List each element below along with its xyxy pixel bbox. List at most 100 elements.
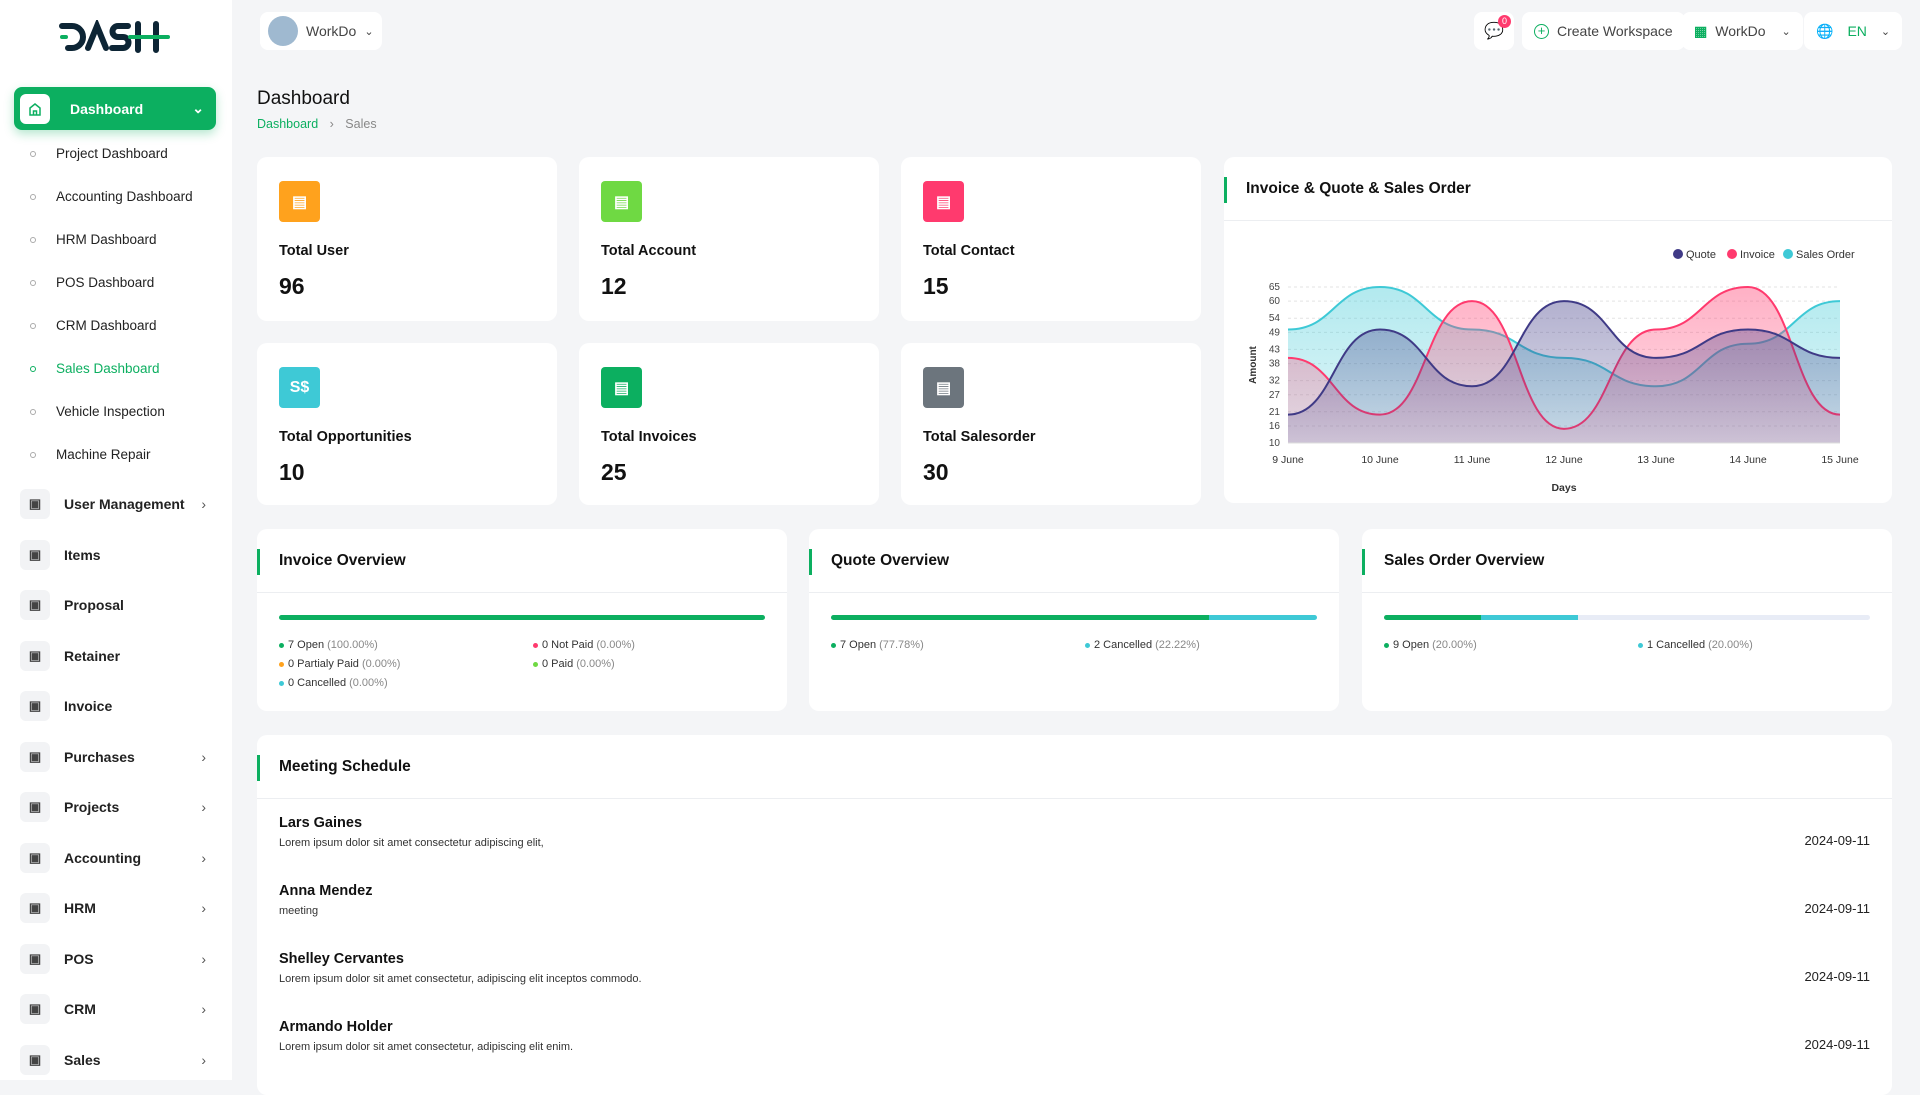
apps-icon: ▦: [1694, 22, 1708, 39]
dash-logo[interactable]: [58, 18, 172, 59]
home-icon: [20, 93, 50, 124]
x-tick-label: 10 June: [1361, 454, 1399, 466]
legend-dot: [533, 642, 538, 648]
chevron-right-icon: ›: [201, 748, 206, 765]
workspace-switcher[interactable]: ▦ WorkDo ⌄: [1682, 12, 1803, 50]
meeting-desc: meeting: [279, 905, 319, 917]
overview-title: Quote Overview: [809, 529, 1339, 593]
legend-marker[interactable]: [1727, 249, 1737, 259]
chevron-right-icon: ›: [201, 950, 206, 967]
y-tick-label: 54: [1269, 313, 1281, 324]
breadcrumb-sales: Sales: [345, 117, 377, 131]
create-workspace-button[interactable]: + Create Workspace: [1522, 12, 1685, 50]
file-icon: ▣: [20, 1044, 50, 1075]
cart-icon: ▣: [20, 741, 50, 772]
overview-card: Quote Overview 7 Open (77.78%) 2 Cancelled(…: [809, 529, 1339, 711]
meeting-schedule-title: Meeting Schedule: [257, 735, 1892, 799]
building-icon: ▤: [601, 181, 642, 222]
proposal-icon: ▣: [20, 590, 50, 620]
sidebar-subitem[interactable]: POS Dashboard: [30, 275, 154, 290]
sidebar-subitem[interactable]: Machine Repair: [30, 447, 151, 462]
x-tick-label: 15 June: [1821, 454, 1859, 466]
legend-label[interactable]: Quote: [1686, 249, 1716, 261]
legend-item: 0 Paid (0.00%): [533, 658, 615, 670]
invoice-icon: ▤: [601, 367, 642, 408]
sidebar-subitem[interactable]: Project Dashboard: [30, 146, 168, 161]
stat-card: ▤ Total Invoices 25: [579, 343, 879, 505]
language-selector[interactable]: 🌐 EN ⌄: [1804, 12, 1903, 50]
user-icon: ▤: [279, 181, 320, 222]
sidebar-item[interactable]: ▣ Retainer: [20, 640, 206, 672]
file-icon: ▣: [20, 691, 50, 721]
retainer-icon: ▣: [20, 640, 50, 671]
legend-marker[interactable]: [1783, 249, 1793, 259]
sidebar-item[interactable]: ▣ Accounting ›: [20, 842, 206, 874]
sidebar-item[interactable]: ▣ POS ›: [20, 943, 206, 975]
sidebar-subitem[interactable]: HRM Dashboard: [30, 232, 157, 247]
sidebar-subitem[interactable]: Sales Dashboard: [30, 361, 160, 376]
meeting-date: 2024-09-11: [1804, 901, 1870, 916]
stat-value: 30: [923, 459, 949, 485]
sidebar-item[interactable]: ▣ CRM ›: [20, 993, 206, 1025]
sidebar-item-label: Invoice: [64, 698, 113, 714]
sidebar-item[interactable]: ▣ Items: [20, 539, 206, 571]
meeting-desc: Lorem ipsum dolor sit amet consectetur, …: [279, 1041, 574, 1053]
sidebar-subitem[interactable]: Vehicle Inspection: [30, 404, 165, 419]
stat-value: 96: [279, 273, 305, 299]
meeting-row[interactable]: Armando Holder Lorem ipsum dolor sit amet…: [279, 1013, 1870, 1073]
legend-percent: (77.78%): [879, 639, 924, 651]
legend-marker[interactable]: [1673, 249, 1683, 259]
legend-label: 2 Cancelled: [1094, 639, 1153, 651]
chevron-right-icon: ›: [329, 117, 334, 131]
legend-percent: (0.00%): [576, 658, 615, 670]
progress-segment: [831, 615, 1209, 620]
sidebar-item-label: Retainer: [64, 647, 121, 664]
meeting-row[interactable]: Anna Mendez meeting 2024-09-11: [279, 877, 1870, 937]
sidebar-item[interactable]: ▣ Sales ›: [20, 1044, 206, 1076]
messages-button[interactable]: 💬 0: [1474, 12, 1514, 50]
x-tick-label: 14 June: [1729, 454, 1767, 466]
progress-bar: [279, 615, 765, 620]
sidebar-item[interactable]: ▣ HRM ›: [20, 892, 206, 924]
chart-title: Invoice & Quote & Sales Order: [1224, 157, 1892, 221]
money-icon: S$: [279, 367, 320, 408]
legend-label[interactable]: Sales Order: [1796, 249, 1855, 261]
area-chart: 10 16 21 27 32 38 43 49 54 60 65 9 June 10 June 11 Ju…: [1248, 249, 1859, 494]
y-tick-label: 43: [1269, 344, 1281, 355]
sidebar-subitem[interactable]: CRM Dashboard: [30, 318, 157, 333]
sidebar-item-dashboard[interactable]: Dashboard ⌄: [14, 87, 216, 130]
breadcrumb-dashboard[interactable]: Dashboard: [257, 117, 319, 131]
stat-card: ▤ Total Account 12: [579, 157, 879, 321]
stat-label: Total Salesorder: [923, 429, 1036, 445]
x-tick-label: 11 June: [1454, 454, 1491, 466]
x-tick-label: 13 June: [1637, 454, 1675, 466]
y-tick-label: 38: [1269, 359, 1281, 370]
grid-icon: ▣: [20, 842, 50, 873]
meeting-name: Armando Holder: [279, 1019, 393, 1035]
sidebar-item[interactable]: ▣ User Management ›: [20, 488, 206, 520]
sidebar-item[interactable]: ▣ Projects ›: [20, 791, 206, 823]
legend-label[interactable]: Invoice: [1740, 249, 1775, 261]
meeting-row[interactable]: Shelley Cervantes Lorem ipsum dolor sit a…: [279, 945, 1870, 1005]
y-tick-label: 65: [1269, 282, 1281, 293]
meeting-row[interactable]: Lars Gaines Lorem ipsum dolor sit amet co…: [279, 809, 1870, 869]
sidebar-item-label: Accounting: [64, 849, 141, 866]
legend-dot: [279, 661, 284, 667]
progress-bar: [1384, 615, 1870, 620]
sidebar-subitem[interactable]: Accounting Dashboard: [30, 189, 193, 204]
legend-dot: [1384, 642, 1389, 648]
legend-label: 9 Open: [1393, 639, 1430, 651]
x-tick-label: 9 June: [1272, 454, 1304, 466]
sidebar-item-label: Projects: [64, 799, 120, 815]
y-tick-label: 27: [1269, 390, 1281, 401]
plus-circle-icon: +: [1534, 23, 1549, 39]
sidebar-item[interactable]: ▣ Proposal: [20, 589, 206, 621]
sidebar-item-label: User Management: [64, 496, 185, 512]
meeting-date: 2024-09-11: [1804, 969, 1870, 984]
stat-card: ▤ Total User 96: [257, 157, 557, 321]
stat-card: S$ Total Opportunities 10: [257, 343, 557, 505]
sidebar-item[interactable]: ▣ Purchases ›: [20, 741, 206, 773]
sidebar-item[interactable]: ▣ Invoice: [20, 690, 206, 722]
sidebar-item-label: POS: [64, 950, 94, 967]
workspace-selector[interactable]: WorkDo ⌄: [260, 12, 382, 50]
